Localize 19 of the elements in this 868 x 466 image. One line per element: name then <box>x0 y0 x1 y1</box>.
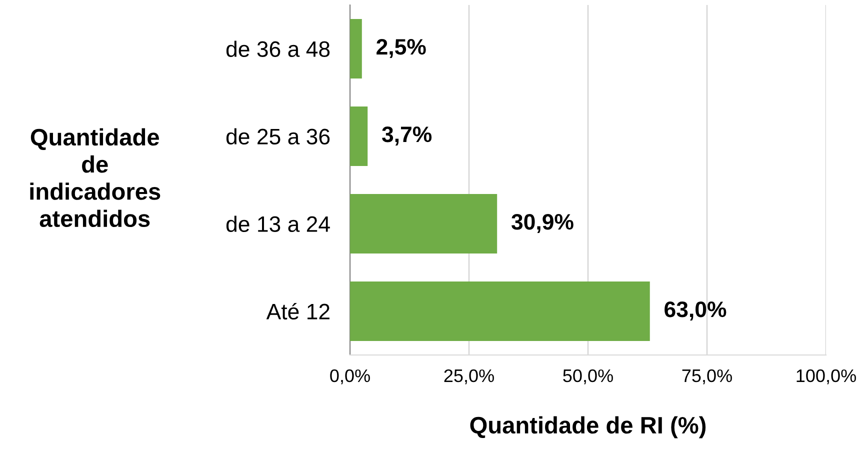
x-tick-label: 100,0% <box>796 369 856 384</box>
bar <box>350 282 650 341</box>
x-axis-title: Quantidade de RI (%) <box>470 416 706 438</box>
data-label: 30,9% <box>511 214 574 233</box>
y-axis-title: Quantidade de indicadores atendidos <box>30 128 160 228</box>
bar <box>350 194 498 254</box>
data-label: 63,0% <box>664 301 726 320</box>
y-tick-label: de 13 a 24 <box>226 216 330 232</box>
x-tick-label: 75,0% <box>682 369 732 384</box>
x-tick-label: 50,0% <box>563 369 613 384</box>
data-label: 2,5% <box>376 38 426 58</box>
x-tick-label: 0,0% <box>330 369 370 384</box>
x-tick-label: 25,0% <box>444 369 494 384</box>
y-tick-label: de 36 a 48 <box>226 40 330 58</box>
y-tick-label: de 25 a 36 <box>226 128 330 145</box>
bar <box>350 19 362 78</box>
data-label: 3,7% <box>382 126 432 146</box>
bar <box>350 106 368 166</box>
y-tick-label: Até 12 <box>266 302 330 320</box>
